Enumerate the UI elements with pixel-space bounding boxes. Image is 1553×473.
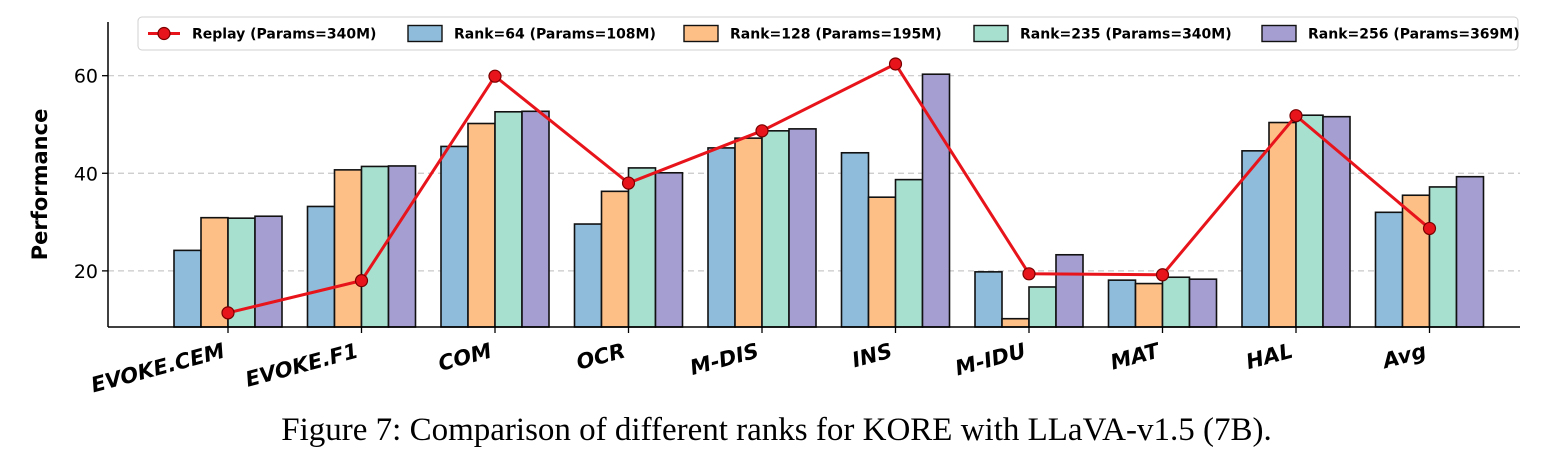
bar bbox=[573, 223, 603, 328]
x-tick-label: M-DIS bbox=[687, 339, 761, 380]
bar bbox=[600, 190, 630, 328]
x-tick-label: EVOKE.F1 bbox=[243, 339, 361, 392]
bar bbox=[788, 128, 817, 328]
x-tick-label: EVOKE.CEM bbox=[88, 339, 227, 398]
bar bbox=[1001, 317, 1030, 328]
bar bbox=[1107, 279, 1137, 328]
bar bbox=[1374, 211, 1404, 328]
y-tick-label: 40 bbox=[74, 163, 98, 185]
legend-label: Replay (Params=340M) bbox=[192, 27, 376, 43]
legend-label: Rank=256 (Params=369M) bbox=[1308, 27, 1520, 43]
replay-point bbox=[1155, 268, 1170, 282]
replay-point bbox=[488, 69, 502, 83]
bar bbox=[173, 249, 202, 328]
bar bbox=[707, 147, 736, 328]
bar bbox=[840, 151, 870, 328]
bar bbox=[627, 167, 657, 328]
replay-point bbox=[755, 124, 769, 138]
bar bbox=[333, 169, 363, 328]
bar bbox=[894, 178, 924, 328]
bar bbox=[1134, 282, 1164, 328]
x-tick-label: COM bbox=[436, 339, 495, 376]
bar bbox=[521, 110, 550, 328]
bar bbox=[654, 171, 684, 328]
legend-swatch bbox=[407, 24, 443, 43]
legend: Replay (Params=340M) Rank=64 (Params=108M… bbox=[137, 16, 1520, 51]
bar bbox=[254, 215, 283, 328]
bar bbox=[440, 145, 469, 328]
bar bbox=[1268, 121, 1297, 328]
y-axis-title: Performance bbox=[28, 109, 52, 261]
replay-point bbox=[1289, 109, 1303, 123]
legend-swatch-replay-marker bbox=[157, 26, 171, 41]
caption-prefix: Figure 7: Comparison of different ranks … bbox=[281, 412, 887, 448]
bar bbox=[974, 271, 1003, 328]
x-tick-label: HAL bbox=[1243, 339, 1295, 374]
bar bbox=[1428, 186, 1458, 328]
x-tick-label: Avg bbox=[1378, 339, 1428, 374]
bar bbox=[467, 122, 496, 328]
bar bbox=[1161, 276, 1191, 328]
bar-group bbox=[173, 73, 1485, 328]
legend-label: Rank=128 (Params=195M) bbox=[730, 27, 942, 43]
bar bbox=[1028, 286, 1057, 328]
legend-swatch bbox=[973, 24, 1009, 43]
replay-point bbox=[1422, 221, 1437, 236]
bar bbox=[761, 130, 790, 328]
replay-line-group bbox=[221, 57, 1437, 320]
bar bbox=[387, 165, 417, 328]
legend-label: Rank=235 (Params=340M) bbox=[1020, 27, 1232, 43]
bar bbox=[921, 73, 951, 328]
bar bbox=[1401, 194, 1431, 328]
bar bbox=[1188, 278, 1218, 328]
figure-caption: Figure 7: Comparison of different ranks … bbox=[0, 412, 1553, 449]
legend-swatch bbox=[683, 24, 719, 43]
x-tick-label: M-IDU bbox=[953, 339, 1029, 381]
legend-box bbox=[137, 16, 1519, 51]
caption-suffix: with LLaVA-v1.5 (7B). bbox=[952, 412, 1272, 448]
replay-point bbox=[221, 306, 235, 320]
x-tick-label: INS bbox=[849, 339, 894, 373]
legend-label: Rank=64 (Params=108M) bbox=[454, 27, 656, 43]
replay-point bbox=[354, 274, 369, 288]
replay-point bbox=[1022, 267, 1036, 281]
bar bbox=[867, 196, 897, 328]
y-tick-label: 60 bbox=[74, 66, 98, 88]
legend-swatch bbox=[1261, 24, 1297, 43]
y-tick-label: 20 bbox=[74, 261, 98, 283]
caption-smallcaps: ORE bbox=[886, 412, 953, 448]
bar bbox=[1055, 253, 1084, 328]
replay-line bbox=[227, 62, 1431, 315]
bar bbox=[1455, 175, 1485, 328]
bar bbox=[306, 205, 336, 328]
bar bbox=[734, 137, 763, 328]
bar bbox=[494, 110, 523, 328]
replay-point bbox=[621, 176, 636, 190]
x-tick-label: OCR bbox=[574, 339, 628, 375]
bar bbox=[1295, 114, 1324, 328]
replay-point bbox=[888, 57, 903, 71]
x-tick-label: MAT bbox=[1108, 338, 1164, 374]
